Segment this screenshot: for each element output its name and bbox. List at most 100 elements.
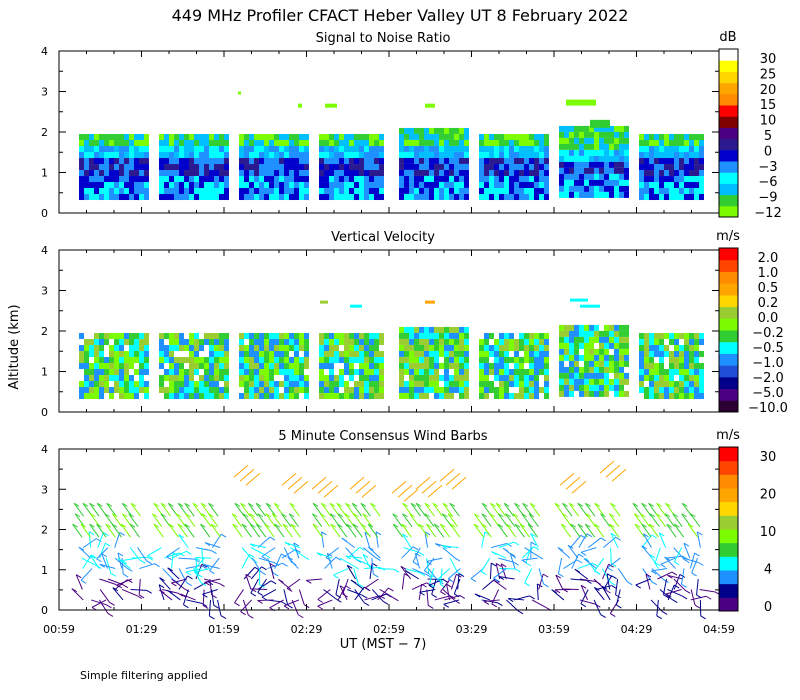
heat-cell	[369, 134, 374, 141]
wind-barb-feather	[409, 513, 415, 518]
heat-cell	[574, 179, 579, 186]
heat-cell	[399, 157, 404, 164]
heat-cell	[334, 351, 339, 358]
heat-cell	[354, 345, 359, 352]
heat-cell	[184, 339, 189, 346]
heat-cell	[409, 386, 414, 393]
heat-cell	[99, 357, 104, 364]
heat-cell	[349, 170, 354, 177]
wind-barb-feather	[152, 513, 158, 518]
colorbar-segment	[719, 474, 738, 489]
heat-cell	[619, 348, 624, 355]
heat-cell	[514, 164, 519, 171]
heat-cell	[349, 164, 354, 171]
heat-cell	[169, 146, 174, 153]
wind-barb	[337, 513, 348, 527]
heat-cell	[104, 375, 109, 382]
heat-cell	[544, 176, 549, 183]
heat-cell	[379, 182, 384, 189]
heat-cell	[489, 152, 494, 159]
wind-barb	[204, 564, 220, 570]
wind-barb	[316, 552, 333, 559]
heat-cell	[609, 191, 614, 198]
wind-barb-feather	[483, 601, 490, 605]
wind-barb	[497, 523, 508, 538]
wind-barb-feather	[481, 513, 488, 518]
heat-cell	[539, 357, 544, 364]
heat-cell	[614, 155, 619, 162]
heat-cell	[289, 188, 294, 195]
heat-cell	[439, 169, 444, 176]
heat-cell	[214, 339, 219, 346]
heat-cell	[424, 338, 429, 345]
heat-cell	[434, 392, 439, 399]
wind-barb-feather	[450, 523, 456, 528]
heat-cell	[694, 152, 699, 159]
heat-cell	[164, 357, 169, 364]
heat-cell	[684, 176, 689, 183]
heat-cell	[209, 152, 214, 159]
wind-barb	[138, 578, 141, 596]
heat-cell	[489, 188, 494, 195]
heat-cell	[484, 369, 489, 376]
wind-barb-feather	[312, 502, 319, 507]
heat-cell	[289, 146, 294, 153]
heat-cell	[574, 324, 579, 331]
heat-cell	[194, 345, 199, 352]
heat-cell	[499, 176, 504, 183]
heat-cell	[694, 146, 699, 153]
wind-barb-feather	[282, 523, 289, 528]
heat-cell	[379, 333, 384, 340]
heat-cell	[624, 390, 629, 397]
colorbar-label: 20	[760, 488, 777, 503]
heat-cell	[419, 193, 424, 200]
heat-cell	[464, 374, 469, 381]
heat-cell	[399, 350, 404, 357]
heat-cell	[459, 356, 464, 363]
heat-cell	[224, 188, 229, 195]
heat-cell	[534, 170, 539, 177]
heat-cell	[119, 387, 124, 394]
wind-colorbar-unit: m/s	[716, 428, 740, 443]
heat-cell	[89, 134, 94, 141]
heat-cell	[424, 356, 429, 363]
heat-cell	[354, 339, 359, 346]
heat-cell	[319, 357, 324, 364]
wind-barb-feather	[432, 502, 439, 507]
heat-cell	[409, 163, 414, 170]
heat-cell	[169, 158, 174, 165]
heat-cell	[264, 176, 269, 183]
heat-cell	[464, 133, 469, 140]
heat-cell	[89, 158, 94, 165]
wind-barb	[153, 523, 164, 538]
heat-cell	[464, 157, 469, 164]
heat-cell	[184, 134, 189, 141]
heat-cell	[224, 375, 229, 382]
heat-cell	[644, 140, 649, 147]
wind-barb-feather	[245, 573, 252, 578]
wind-barb-feather	[104, 513, 111, 518]
heat-cell	[109, 363, 114, 370]
wind-barb	[362, 513, 373, 527]
heat-cell	[594, 330, 599, 337]
heat-cell	[594, 137, 599, 144]
heat-cell	[419, 380, 424, 387]
wind-barb	[402, 533, 412, 548]
heat-cell	[579, 167, 584, 174]
heat-cell	[614, 191, 619, 198]
heat-cell	[129, 170, 134, 177]
heat-cell	[289, 152, 294, 159]
wind-barb-feather	[153, 502, 160, 507]
heat-cell	[399, 368, 404, 375]
wind-barb-feather	[269, 563, 276, 567]
heat-cell	[559, 179, 564, 186]
heat-cell	[564, 390, 569, 397]
heat-cell	[679, 188, 684, 195]
wind-barb-feather	[580, 551, 587, 556]
wind-barb	[473, 523, 484, 538]
heat-cell	[284, 363, 289, 370]
heat-cell	[269, 146, 274, 153]
heat-cell	[539, 351, 544, 358]
wind-barb	[443, 599, 460, 605]
heat-cell	[489, 164, 494, 171]
